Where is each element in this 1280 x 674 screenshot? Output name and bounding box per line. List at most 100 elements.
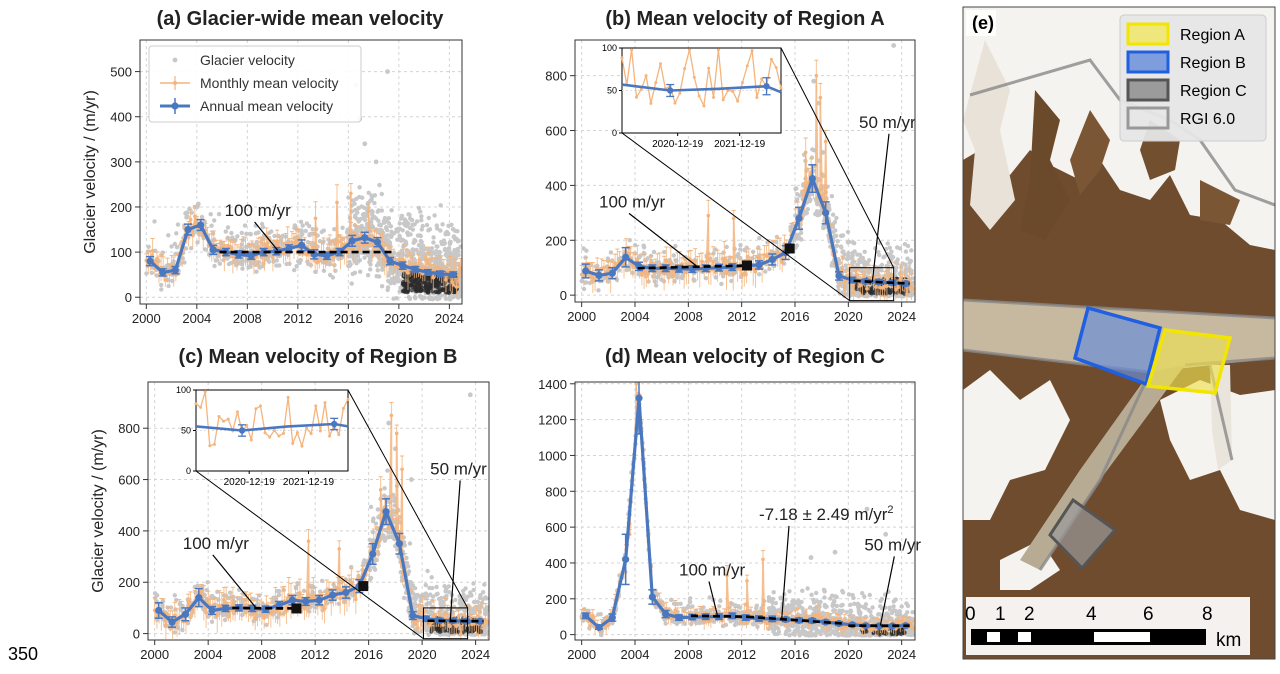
scatter-point-recent bbox=[419, 286, 423, 290]
inset-monthly-point bbox=[780, 86, 783, 89]
monthly-point bbox=[852, 291, 856, 295]
scatter-point bbox=[386, 421, 391, 426]
monthly-point bbox=[164, 278, 168, 282]
scatter-point bbox=[209, 212, 213, 216]
scatter-point bbox=[448, 296, 452, 300]
scatter-point bbox=[212, 218, 216, 222]
annual-point bbox=[412, 266, 419, 273]
annual-point bbox=[386, 258, 393, 265]
scatter-point bbox=[453, 237, 457, 241]
scatter-point bbox=[810, 147, 814, 151]
scatter-point bbox=[425, 569, 429, 573]
monthly-point bbox=[636, 258, 640, 262]
scatter-point bbox=[376, 210, 380, 214]
scatter-point bbox=[385, 468, 389, 472]
annual-point bbox=[795, 215, 802, 222]
scatter-point bbox=[347, 260, 351, 264]
scatter-point bbox=[443, 241, 447, 245]
scatter-point bbox=[434, 244, 438, 248]
scatter-point bbox=[396, 227, 400, 231]
scatter-point bbox=[891, 255, 895, 259]
x-tick-label: 2012 bbox=[283, 311, 312, 326]
inset-monthly-point bbox=[717, 48, 720, 51]
monthly-point bbox=[847, 273, 851, 277]
scatter-point bbox=[713, 247, 717, 251]
scatter-point bbox=[453, 598, 457, 602]
scatter-point bbox=[642, 245, 646, 249]
trend-label: 100 m/yr bbox=[599, 192, 665, 211]
scatter-point bbox=[433, 296, 437, 300]
scatter-point bbox=[757, 236, 761, 240]
monthly-point bbox=[351, 247, 355, 251]
monthly-point bbox=[455, 285, 459, 289]
scatter-point bbox=[243, 223, 247, 227]
scatter-point bbox=[431, 240, 435, 244]
scatter-point bbox=[267, 260, 271, 264]
scatter-point bbox=[375, 263, 379, 267]
scatter-point bbox=[307, 224, 311, 228]
scatter-point bbox=[839, 245, 843, 249]
annual-point bbox=[755, 261, 762, 268]
scatter-point bbox=[461, 589, 465, 593]
scatter-point bbox=[371, 530, 375, 534]
monthly-point bbox=[815, 74, 819, 78]
scatter-point bbox=[153, 591, 157, 595]
scatter-point bbox=[362, 141, 367, 146]
monthly-point bbox=[341, 242, 345, 246]
inset-monthly-point bbox=[707, 67, 710, 70]
scatter-point bbox=[301, 223, 305, 227]
monthly-point bbox=[155, 257, 159, 261]
scatter-point bbox=[419, 218, 423, 222]
scatter-point bbox=[256, 230, 260, 234]
scatter-point bbox=[169, 605, 173, 609]
scatter-point bbox=[795, 192, 799, 196]
x-tick-label: 2016 bbox=[781, 309, 810, 324]
scatter-point bbox=[209, 224, 213, 228]
scatter-point bbox=[408, 541, 412, 545]
scatter-point bbox=[435, 592, 439, 596]
y-tick-label: 200 bbox=[110, 200, 132, 215]
x-tick-label: 2020 bbox=[834, 309, 863, 324]
chart-title: (b) Mean velocity of Region A bbox=[605, 8, 884, 30]
scatter-point bbox=[373, 568, 377, 572]
scatter-point-recent bbox=[435, 290, 439, 294]
scatter-point bbox=[418, 294, 422, 298]
x-tick-label: 2024 bbox=[887, 309, 916, 324]
annual-point bbox=[374, 239, 381, 246]
scatter-point bbox=[896, 257, 900, 261]
scatter-point bbox=[821, 224, 825, 228]
inset-monthly-point bbox=[693, 76, 696, 79]
scatter-point bbox=[376, 507, 380, 511]
legend-marker-annual-dot bbox=[171, 102, 178, 109]
scatter-point bbox=[417, 206, 421, 210]
scatter-point bbox=[846, 251, 850, 255]
scatter-point bbox=[888, 246, 892, 250]
scatter-point bbox=[173, 630, 177, 634]
trend-label: 100 m/yr bbox=[225, 201, 291, 220]
monthly-point bbox=[685, 270, 689, 274]
scatter-point bbox=[417, 243, 421, 247]
scatter-point bbox=[767, 267, 771, 271]
inset-monthly-point bbox=[683, 67, 686, 70]
monthly-point bbox=[591, 276, 595, 280]
scatter-point bbox=[898, 246, 902, 250]
monthly-point bbox=[898, 277, 902, 281]
scatter-point bbox=[398, 221, 402, 225]
scatter-point bbox=[421, 224, 425, 228]
monthly-point bbox=[311, 246, 315, 250]
scatter-point bbox=[882, 254, 886, 258]
scatter-point bbox=[175, 245, 179, 249]
scatter-point bbox=[410, 247, 414, 251]
monthly-point bbox=[824, 140, 828, 144]
scatter-point bbox=[353, 208, 357, 212]
scatter-point bbox=[862, 259, 866, 263]
scatter-point bbox=[831, 213, 835, 217]
scatter-point bbox=[368, 262, 372, 266]
monthly-point bbox=[349, 192, 353, 196]
y-tick-label: 500 bbox=[110, 65, 132, 80]
x-tick-label: 2004 bbox=[182, 311, 211, 326]
inset-monthly-point bbox=[775, 66, 778, 69]
scatter-point bbox=[413, 295, 417, 299]
scatter-point bbox=[434, 585, 438, 589]
